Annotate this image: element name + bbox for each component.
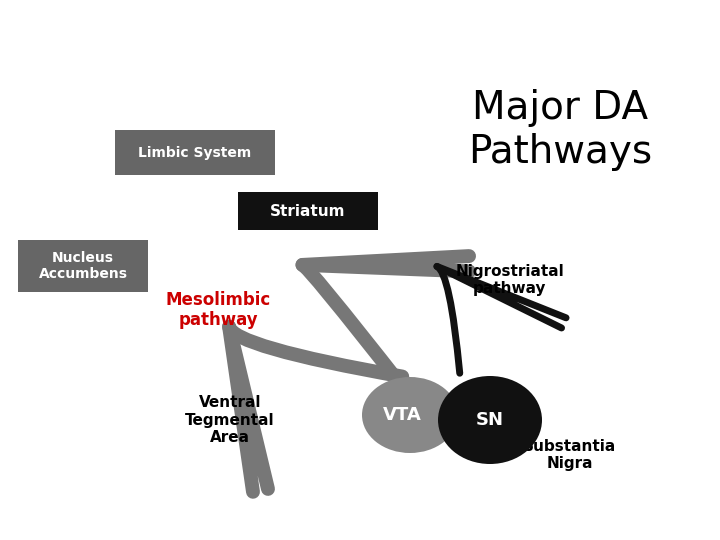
FancyBboxPatch shape — [18, 240, 148, 292]
Text: Limbic System: Limbic System — [138, 145, 251, 159]
FancyBboxPatch shape — [115, 130, 275, 175]
Text: Nigrostriatal
pathway: Nigrostriatal pathway — [456, 264, 564, 296]
Ellipse shape — [362, 377, 458, 453]
Text: Nucleus
Accumbens: Nucleus Accumbens — [38, 251, 127, 281]
Text: Ventral
Tegmental
Area: Ventral Tegmental Area — [185, 395, 275, 445]
Text: Mesolimbic
pathway: Mesolimbic pathway — [166, 291, 271, 329]
Text: Major DA
Pathways: Major DA Pathways — [468, 89, 652, 171]
Text: VTA: VTA — [382, 406, 421, 424]
Ellipse shape — [438, 376, 542, 464]
Text: SN: SN — [476, 411, 504, 429]
FancyBboxPatch shape — [238, 192, 378, 230]
Text: Striatum: Striatum — [270, 204, 346, 219]
Text: Substantia
Nigra: Substantia Nigra — [523, 439, 616, 471]
